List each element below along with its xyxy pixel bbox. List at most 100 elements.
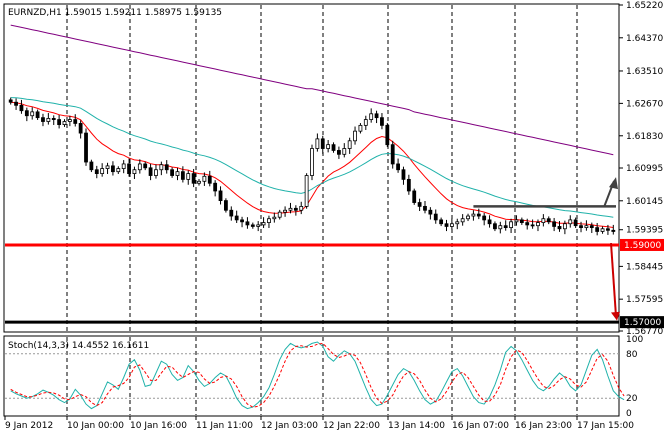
- candle-body: [207, 175, 212, 184]
- candle-body: [509, 221, 513, 229]
- candle-body: [105, 165, 110, 169]
- candle-body: [24, 110, 29, 117]
- candle-body: [224, 200, 228, 211]
- candle-body: [111, 165, 115, 173]
- stochastic-lines: [10, 341, 625, 410]
- candle-body: [326, 144, 331, 149]
- candle-body: [455, 221, 460, 225]
- candle-body: [401, 169, 406, 180]
- y-tick-label: 1.57595: [626, 295, 663, 305]
- candle-body: [14, 101, 18, 106]
- candle-body: [385, 124, 390, 146]
- candle-body: [84, 132, 88, 163]
- candle-body: [234, 215, 239, 221]
- candle-body: [562, 223, 567, 230]
- candle-body: [240, 219, 244, 223]
- arrows: [603, 177, 620, 321]
- candle-body: [476, 213, 481, 217]
- candle-body: [600, 228, 605, 232]
- candle-body: [197, 180, 201, 184]
- y-tick-label: 1.64370: [626, 34, 663, 44]
- candle-body: [358, 124, 363, 132]
- candle-body: [143, 163, 148, 169]
- candle-body: [579, 225, 583, 229]
- candle-body: [519, 219, 524, 223]
- candle-body: [493, 223, 497, 230]
- ind-tick-label: 20: [626, 394, 638, 404]
- candle-body: [423, 205, 427, 211]
- y-tick-label: 1.60145: [626, 197, 663, 207]
- candle-body: [310, 148, 314, 176]
- candle-body: [186, 173, 191, 180]
- candle-body: [154, 169, 158, 176]
- price-label-text: 1.59000: [624, 241, 661, 251]
- price-label-box: [620, 316, 664, 329]
- candle-body: [229, 209, 234, 217]
- candle-body: [30, 111, 35, 117]
- stoch-main-line: [10, 341, 625, 410]
- candle-body: [444, 223, 449, 227]
- candle-body: [412, 190, 417, 203]
- candle-body: [159, 164, 164, 171]
- candle-body: [342, 148, 347, 155]
- candle-body: [525, 222, 530, 226]
- y-tick-label: 1.59395: [626, 226, 663, 236]
- candle-body: [213, 182, 218, 192]
- candle-body: [46, 118, 51, 122]
- candle-body: [380, 117, 384, 126]
- ind-tick-label: 80: [626, 350, 638, 360]
- candle-body: [293, 207, 298, 211]
- x-tick-label: 12 Jan 22:00: [323, 421, 380, 431]
- x-tick-label: 17 Jan 15:00: [577, 421, 634, 431]
- moving-averages: [10, 24, 614, 228]
- ma-fast-line: [10, 101, 614, 228]
- candle-body: [137, 163, 142, 171]
- candle-body: [568, 219, 573, 225]
- candle-body: [546, 218, 551, 223]
- candle-body: [116, 168, 121, 173]
- candle-body: [175, 171, 180, 176]
- candle-body: [277, 211, 282, 218]
- ma-mid-line: [10, 97, 614, 218]
- candle-body: [94, 169, 99, 174]
- candle-body: [41, 117, 45, 122]
- candle-body: [304, 175, 309, 207]
- candle-body: [369, 113, 374, 120]
- horizontal-levels[interactable]: [5, 205, 619, 324]
- candle-body: [471, 213, 476, 217]
- x-tick-label: 11 Jan 11:00: [196, 421, 253, 431]
- candle-body: [191, 173, 196, 184]
- arrow-up-head: [609, 177, 618, 190]
- candle-body: [261, 222, 266, 226]
- candle-body: [67, 119, 72, 122]
- y-tick-label: 1.61830: [626, 132, 663, 142]
- arrow-down: [610, 242, 617, 317]
- candle-body: [439, 219, 444, 225]
- candle-body: [428, 209, 433, 215]
- price-axis: 1.65220 1.64370 1.63510 1.62670 1.61830 1.609…: [619, 1, 663, 337]
- ind-tick-label: 0: [626, 409, 632, 419]
- candle-body: [245, 221, 250, 226]
- candle-body: [433, 213, 438, 221]
- candle-body: [267, 218, 271, 223]
- candle-body: [584, 225, 589, 229]
- candle-body: [299, 205, 304, 211]
- candle-body: [331, 144, 336, 151]
- candle-body: [170, 169, 175, 176]
- candle-body: [487, 219, 492, 225]
- candle-body: [132, 169, 137, 174]
- candle-body: [595, 227, 600, 232]
- candle-body: [78, 123, 83, 134]
- candle-body: [180, 171, 185, 180]
- candle-body: [390, 144, 395, 165]
- y-tick-label: 1.62670: [626, 99, 663, 109]
- candle-body: [57, 119, 62, 125]
- candle-body: [148, 167, 153, 176]
- candle-body: [396, 163, 400, 171]
- candle-body: [73, 119, 78, 124]
- candle-body: [353, 130, 357, 142]
- candle-body: [498, 225, 503, 230]
- stoch-signal-line: [10, 342, 625, 408]
